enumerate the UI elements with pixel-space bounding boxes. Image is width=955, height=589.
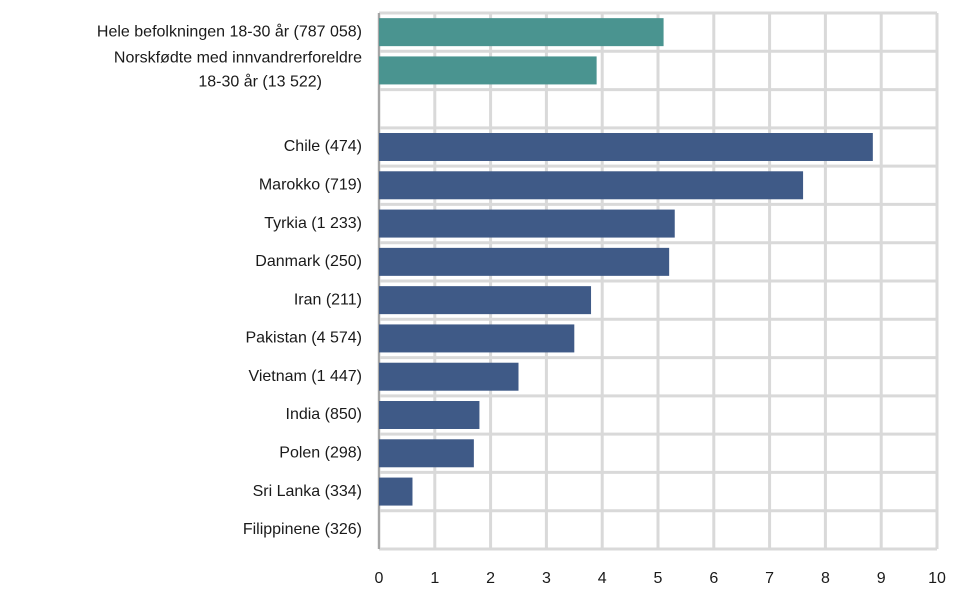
x-tick-label: 1: [430, 570, 439, 587]
x-tick-label: 10: [928, 570, 946, 587]
bar: [379, 56, 597, 85]
x-tick-label: 9: [877, 570, 886, 587]
bar: [379, 209, 675, 238]
x-tick-label: 5: [654, 570, 663, 587]
bar: [379, 439, 474, 468]
bar: [379, 401, 480, 429]
bar: [379, 477, 413, 506]
x-tick-label: 3: [542, 570, 551, 587]
x-tick-label: 8: [821, 570, 830, 587]
y-tick-label: Filippinene (326): [243, 521, 362, 538]
y-tick-label: Iran (211): [294, 291, 362, 308]
y-tick-label: Norskfødte med innvandrerforeldre 18-30 å…: [114, 50, 362, 91]
bar: [379, 247, 670, 276]
bar: [379, 362, 519, 391]
y-tick-label: Sri Lanka (334): [253, 483, 362, 500]
x-tick-label: 6: [709, 570, 718, 587]
label-line: 18-30 år (13 522): [198, 73, 322, 91]
y-tick-label: Vietnam (1 447): [248, 368, 362, 385]
y-tick-label: Hele befolkningen 18-30 år (787 058): [97, 22, 362, 40]
x-tick-label: 7: [765, 570, 774, 587]
x-tick-label: 2: [486, 570, 495, 587]
y-tick-label: Polen (298): [279, 445, 362, 462]
bar: [379, 286, 592, 315]
y-tick-label: Chile (474): [284, 138, 362, 155]
y-tick-label: Pakistan (4 574): [245, 330, 362, 347]
bar: [379, 171, 804, 200]
y-tick-label: Tyrkia (1 233): [264, 215, 362, 232]
bar: [379, 324, 575, 353]
label-line: Norskfødte med innvandrerforeldre: [114, 50, 362, 67]
y-tick-label: Marokko (719): [259, 177, 362, 194]
y-tick-label: Danmark (250): [255, 253, 362, 270]
x-tick-label: 4: [598, 570, 607, 587]
y-tick-label: India (850): [286, 406, 363, 423]
x-tick-label: 0: [375, 570, 384, 587]
bar: [379, 133, 873, 161]
bar: [379, 18, 664, 47]
